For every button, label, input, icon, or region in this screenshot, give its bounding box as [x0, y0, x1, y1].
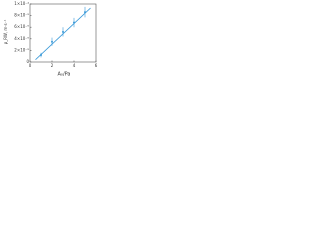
y-axis-label: ρ_RW, m·s⁻¹	[3, 19, 8, 44]
plot-frame	[29, 3, 97, 63]
point	[84, 11, 86, 14]
point	[40, 54, 42, 57]
chart: A₀/Pa ρ_RW, m·s⁻¹ 0 2×10⁻⁵ 4×10⁻⁵ 6×10⁻⁵ 8×1…	[3, 1, 98, 78]
x-tick-label: 2	[51, 63, 54, 68]
y-tick-label: 1×10⁻⁴	[14, 1, 29, 6]
y-tick-label: 6×10⁻⁵	[14, 24, 29, 29]
y-tick-label: 2×10⁻⁵	[14, 47, 29, 52]
point	[51, 40, 53, 43]
point	[62, 30, 64, 33]
x-axis-label: A₀/Pa	[58, 72, 71, 78]
x-tick-label: 4	[73, 63, 76, 68]
point	[73, 21, 75, 24]
y-tick-label: 8×10⁻⁵	[14, 13, 29, 18]
y-tick-label: 0	[26, 59, 29, 64]
y-tick-label: 4×10⁻⁵	[14, 36, 29, 41]
x-tick-label: 0	[29, 63, 32, 68]
x-tick-label: 6	[95, 63, 98, 68]
